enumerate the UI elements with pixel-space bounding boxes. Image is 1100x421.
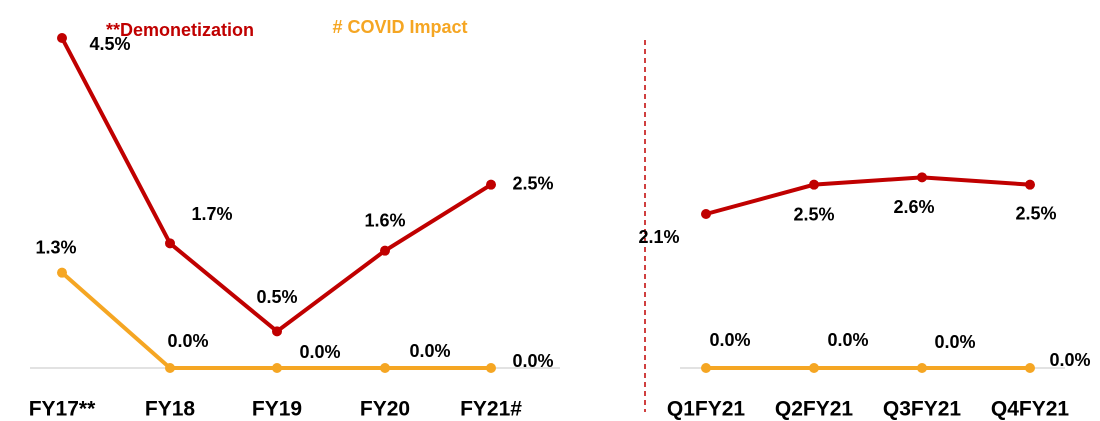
annotation: **Demonetization — [106, 20, 254, 40]
marker — [165, 363, 175, 373]
marker — [917, 363, 927, 373]
data-label: 1.7% — [191, 204, 232, 224]
x-tick-label: Q2FY21 — [775, 398, 854, 421]
data-label: 0.0% — [409, 341, 450, 361]
marker — [809, 179, 819, 190]
data-label: 2.1% — [638, 227, 679, 247]
data-label: 2.5% — [1015, 203, 1056, 223]
x-tick-label: FY19 — [252, 398, 302, 421]
marker — [380, 245, 390, 256]
x-tick-label: FY20 — [360, 398, 410, 421]
marker — [1025, 363, 1035, 373]
x-tick-label: Q3FY21 — [883, 398, 962, 421]
x-tick-label: FY17** — [29, 398, 96, 421]
data-label: 0.0% — [934, 332, 975, 352]
x-tick-label: FY18 — [145, 398, 196, 421]
data-label: 0.0% — [1049, 350, 1090, 370]
x-tick-label: FY21# — [460, 398, 522, 421]
marker — [57, 267, 67, 278]
marker — [701, 363, 711, 373]
data-label: 4.5% — [89, 34, 130, 54]
marker — [272, 326, 282, 337]
x-tick-label: Q4FY21 — [991, 398, 1070, 421]
data-label: 0.0% — [167, 331, 208, 351]
marker — [809, 363, 819, 373]
data-label: 2.5% — [793, 204, 834, 224]
annotation: # COVID Impact — [332, 17, 467, 37]
marker — [380, 363, 390, 373]
data-label: 0.5% — [256, 287, 297, 307]
marker — [1025, 179, 1035, 190]
line — [705, 175, 1031, 216]
data-label: 0.0% — [512, 351, 553, 371]
marker — [57, 33, 67, 43]
data-label: 2.5% — [512, 173, 553, 193]
marker — [486, 179, 496, 190]
marker — [272, 363, 282, 373]
data-label: 1.3% — [35, 237, 76, 257]
marker — [917, 172, 927, 183]
data-label: 0.0% — [299, 342, 340, 362]
data-label: 2.6% — [893, 197, 934, 217]
x-tick-label: Q1FY21 — [667, 398, 746, 421]
marker — [486, 363, 496, 373]
data-label: 1.6% — [364, 210, 405, 230]
marker — [701, 209, 711, 219]
data-label: 0.0% — [709, 330, 750, 350]
marker — [165, 238, 175, 249]
data-label: 0.0% — [827, 330, 868, 350]
